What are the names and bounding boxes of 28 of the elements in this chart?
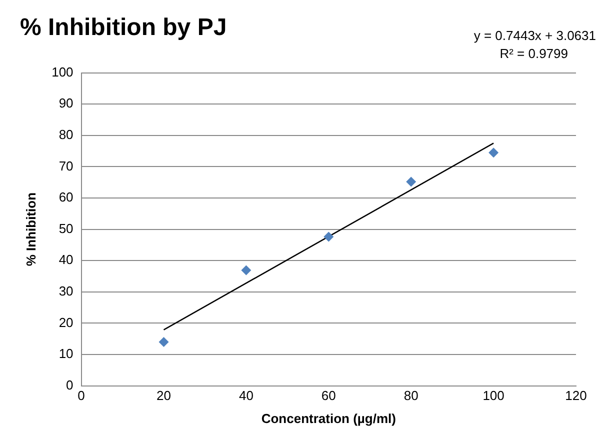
y-tick-label: 80 <box>58 126 74 142</box>
x-tick-label: 40 <box>238 388 254 404</box>
point <box>406 176 416 187</box>
point <box>488 148 499 158</box>
y-tick-label: 10 <box>58 346 74 362</box>
x-tick-label: 0 <box>78 388 85 404</box>
y-axis-title: % Inhibition <box>23 192 38 266</box>
point <box>324 232 334 242</box>
y-tick-label: 70 <box>58 158 74 174</box>
x-tick-label: 120 <box>565 388 587 404</box>
text: R² = 0.9799 <box>500 46 568 61</box>
x-tick-label: 20 <box>156 388 171 404</box>
text: y = 0.7443x + 3.0631 <box>474 28 596 43</box>
y-tick-label: 40 <box>58 252 74 268</box>
y-tick-label: 20 <box>58 314 74 330</box>
y-tick-label: 50 <box>58 220 74 236</box>
point <box>241 265 252 276</box>
x-tick-label: 80 <box>404 388 418 404</box>
y-tick-label: 100 <box>52 64 74 80</box>
x-tick-label: 100 <box>482 388 504 404</box>
x-axis-title: Concentration (µg/ml) <box>261 410 396 426</box>
point <box>158 336 169 347</box>
y-tick-label: 90 <box>58 96 74 111</box>
x-tick-label: 60 <box>321 388 336 404</box>
chart-title: % Inhibition by PJ <box>20 14 227 42</box>
y-tick-label: 60 <box>58 190 74 205</box>
y-tick-label: 0 <box>66 377 74 392</box>
y-tick-label: 30 <box>58 283 74 298</box>
